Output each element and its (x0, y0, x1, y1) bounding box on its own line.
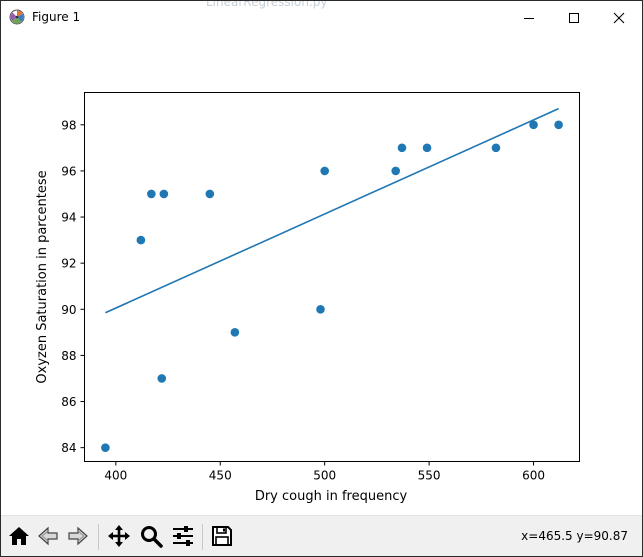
minimize-icon (524, 17, 534, 19)
scatter-point (205, 189, 215, 199)
title-bar[interactable]: LinearRegression.py Figure 1 (1, 1, 642, 34)
home-icon (9, 527, 29, 545)
magnifier-icon (141, 526, 163, 548)
regression-line (105, 107, 559, 314)
x-tick-label: 550 (418, 469, 441, 483)
sliders-icon (173, 526, 193, 546)
configure-subplots-button[interactable] (169, 522, 197, 550)
scatter-point (397, 143, 407, 153)
x-axis-label: Dry cough in frequency (255, 489, 408, 504)
window-title: Figure 1 (32, 10, 81, 24)
scatter-point (422, 143, 432, 153)
y-tick-label: 86 (61, 395, 76, 409)
y-tick-label: 90 (61, 303, 76, 317)
scatter-point (491, 143, 501, 153)
scatter-point (391, 166, 401, 176)
x-tick-label: 500 (313, 469, 336, 483)
scatter-point (320, 166, 329, 176)
y-tick-label: 96 (61, 164, 76, 178)
back-button[interactable] (34, 522, 62, 550)
x-tick-label: 600 (522, 469, 545, 483)
matplotlib-logo-icon (9, 9, 25, 25)
scatter-point (159, 189, 169, 199)
scatter-plot[interactable]: 400 450 500 550 600 84 86 88 90 92 94 96 98 Dry cou… (1, 34, 642, 514)
y-tick-label: 94 (61, 211, 76, 225)
background-tab-text: LinearRegression.py (206, 0, 328, 9)
scatter-point (230, 328, 240, 337)
y-tick-label: 92 (61, 257, 76, 271)
y-axis-label: Oxyzen Saturation in parcentese (35, 170, 50, 383)
toolbar-separator (202, 524, 203, 550)
close-button[interactable] (596, 1, 642, 34)
minimize-button[interactable] (506, 1, 552, 34)
arrow-right-icon (68, 526, 88, 546)
forward-button[interactable] (64, 522, 92, 550)
maximize-icon (569, 12, 579, 23)
close-icon (613, 12, 625, 23)
y-tick-label: 88 (61, 349, 76, 363)
scatter-point (554, 120, 563, 130)
scatter-point (529, 120, 538, 130)
home-button[interactable] (5, 522, 33, 550)
figure-canvas[interactable]: 400 450 500 550 600 84 86 88 90 92 94 96 98 Dry cou… (1, 34, 642, 514)
arrow-left-icon (38, 526, 58, 546)
pan-button[interactable] (105, 522, 133, 550)
x-tick-label: 450 (209, 469, 232, 483)
scatter-point (147, 189, 156, 199)
save-button[interactable] (208, 522, 236, 550)
zoom-button[interactable] (137, 522, 165, 550)
axes-frame (84, 92, 580, 462)
scatter-point (101, 443, 110, 452)
navigation-toolbar: x=465.5 y=90.87 (1, 515, 642, 556)
scatter-point (136, 235, 146, 245)
y-tick-label: 98 (61, 118, 76, 132)
move-icon (108, 525, 130, 547)
y-tick-label: 84 (61, 441, 76, 455)
scatter-point (316, 304, 325, 314)
scatter-point (157, 374, 167, 383)
toolbar-separator (98, 524, 99, 550)
x-tick-label: 400 (104, 469, 127, 483)
floppy-disk-icon (212, 526, 232, 546)
cursor-coordinates: x=465.5 y=90.87 (521, 529, 628, 543)
maximize-button[interactable] (551, 1, 597, 34)
